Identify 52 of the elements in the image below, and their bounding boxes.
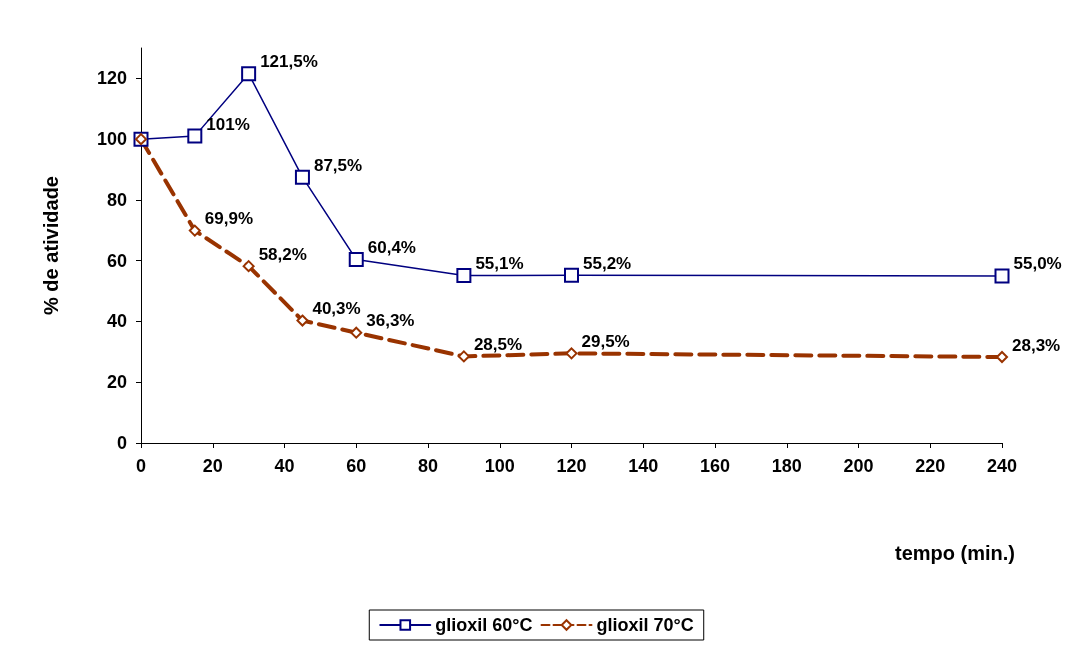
x-tick-label: 160: [699, 456, 731, 476]
point: [350, 326, 363, 339]
data-label: 29,5%: [581, 331, 630, 351]
data-label: 55,1%: [475, 254, 524, 274]
x-axis-title: tempo (min.): [895, 542, 1016, 564]
y-tick-label: 80: [106, 189, 127, 210]
y-tick-label: 100: [96, 129, 127, 150]
point: [565, 347, 578, 360]
point: [457, 350, 470, 363]
y-tick-label: 40: [106, 311, 127, 332]
data-label: 55,2%: [583, 253, 632, 273]
x-tick-label: 0: [135, 456, 147, 476]
y-axis-title: % de atividade: [40, 176, 62, 315]
x-tick-label: 120: [556, 456, 587, 476]
point: [348, 251, 364, 267]
data-label: 36,3%: [366, 311, 415, 331]
x-tick-label: 100: [484, 456, 515, 476]
data-label: 58,2%: [258, 244, 307, 264]
point: [296, 314, 309, 327]
data-label: 87,5%: [313, 155, 363, 175]
data-label: 101%: [206, 114, 250, 134]
x-tick-label: 180: [771, 456, 802, 476]
point: [994, 268, 1010, 284]
data-label: 69,9%: [204, 209, 254, 229]
point: [242, 260, 255, 273]
point: [241, 66, 257, 82]
data-label: 55,0%: [1013, 254, 1062, 274]
x-tick-label: 60: [346, 456, 367, 476]
y-tick-label: 20: [106, 372, 127, 393]
point: [456, 268, 472, 284]
point: [294, 169, 310, 185]
y-tick-label: 60: [106, 250, 127, 271]
x-tick-label: 80: [417, 456, 439, 476]
data-label: 28,3%: [1012, 335, 1061, 355]
point: [187, 128, 203, 144]
legend-label: glioxil 70°C: [596, 615, 694, 635]
x-tick-label: 200: [843, 456, 874, 476]
x-tick-label: 40: [274, 456, 295, 476]
legend-label: glioxil 60°C: [435, 615, 533, 635]
point: [188, 224, 201, 237]
data-label: 121,5%: [260, 52, 318, 72]
data-label: 40,3%: [312, 299, 361, 319]
x-tick-label: 240: [986, 456, 1018, 476]
x-tick-label: 220: [915, 456, 946, 476]
y-tick-label: 120: [96, 68, 127, 89]
point: [996, 351, 1008, 364]
data-label: 60,4%: [367, 237, 416, 257]
x-tick-label: 140: [628, 456, 659, 476]
x-tick-label: 20: [202, 456, 223, 476]
data-label: 28,5%: [473, 334, 523, 354]
point: [564, 267, 579, 283]
y-tick-label: 0: [116, 433, 127, 453]
